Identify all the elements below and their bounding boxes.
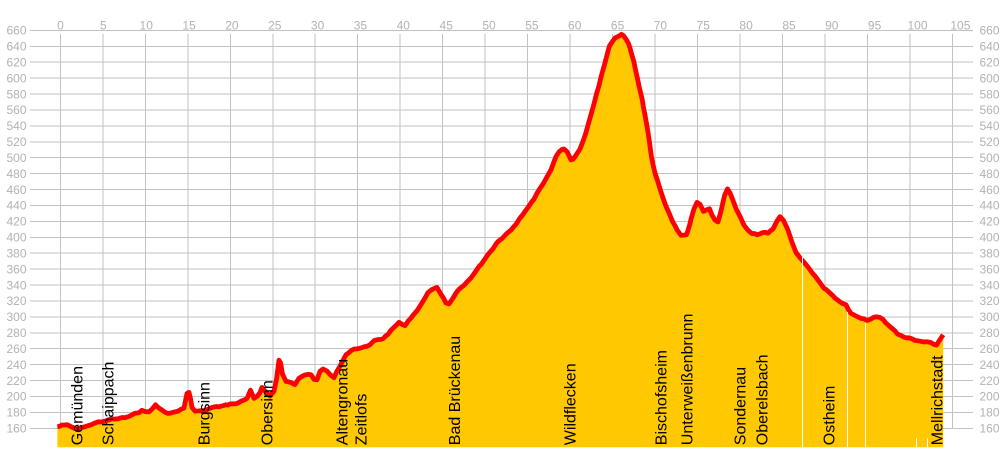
svg-text:280: 280 <box>6 326 26 340</box>
svg-text:460: 460 <box>6 183 26 197</box>
svg-text:Gemünden: Gemünden <box>70 366 87 445</box>
svg-text:220: 220 <box>980 374 1000 388</box>
svg-text:560: 560 <box>980 103 1000 117</box>
svg-text:420: 420 <box>6 215 26 229</box>
svg-text:600: 600 <box>980 71 1000 85</box>
svg-text:540: 540 <box>6 119 26 133</box>
svg-text:380: 380 <box>6 246 26 260</box>
svg-text:300: 300 <box>980 310 1000 324</box>
svg-text:95: 95 <box>868 19 882 33</box>
svg-text:240: 240 <box>980 358 1000 372</box>
svg-text:520: 520 <box>6 135 26 149</box>
svg-text:80: 80 <box>739 19 753 33</box>
svg-text:15: 15 <box>182 19 196 33</box>
svg-text:560: 560 <box>6 103 26 117</box>
svg-text:40: 40 <box>397 19 411 33</box>
svg-text:180: 180 <box>980 406 1000 420</box>
svg-text:600: 600 <box>6 71 26 85</box>
svg-text:90: 90 <box>825 19 839 33</box>
svg-text:Ostheim: Ostheim <box>822 386 839 446</box>
svg-text:460: 460 <box>980 183 1000 197</box>
svg-text:580: 580 <box>6 87 26 101</box>
svg-text:0: 0 <box>57 19 64 33</box>
svg-text:260: 260 <box>980 342 1000 356</box>
svg-text:Mellrichstadt: Mellrichstadt <box>929 355 946 445</box>
svg-text:Unterweißenbrunn: Unterweißenbrunn <box>680 314 697 446</box>
svg-text:200: 200 <box>980 390 1000 404</box>
svg-text:220: 220 <box>6 374 26 388</box>
svg-text:500: 500 <box>980 151 1000 165</box>
svg-text:60: 60 <box>568 19 582 33</box>
svg-text:620: 620 <box>6 55 26 69</box>
svg-text:70: 70 <box>654 19 668 33</box>
svg-text:480: 480 <box>980 167 1000 181</box>
svg-text:300: 300 <box>6 310 26 324</box>
svg-text:420: 420 <box>980 215 1000 229</box>
svg-text:Altengronau: Altengronau <box>335 359 352 445</box>
svg-text:340: 340 <box>980 278 1000 292</box>
svg-text:160: 160 <box>6 422 26 436</box>
svg-text:580: 580 <box>980 87 1000 101</box>
svg-text:620: 620 <box>980 55 1000 69</box>
svg-text:400: 400 <box>980 231 1000 245</box>
svg-text:Obersinn: Obersinn <box>260 380 277 445</box>
svg-text:480: 480 <box>6 167 26 181</box>
svg-text:660: 660 <box>980 24 1000 38</box>
svg-text:45: 45 <box>440 19 454 33</box>
svg-text:320: 320 <box>980 294 1000 308</box>
svg-text:180: 180 <box>6 406 26 420</box>
svg-text:20: 20 <box>225 19 239 33</box>
svg-text:640: 640 <box>6 40 26 54</box>
svg-text:260: 260 <box>6 342 26 356</box>
svg-text:50: 50 <box>482 19 496 33</box>
svg-text:340: 340 <box>6 278 26 292</box>
svg-text:Sondernau: Sondernau <box>733 367 750 445</box>
svg-text:55: 55 <box>525 19 539 33</box>
svg-text:10: 10 <box>140 19 154 33</box>
svg-text:440: 440 <box>6 199 26 213</box>
svg-text:5: 5 <box>100 19 107 33</box>
svg-text:500: 500 <box>6 151 26 165</box>
svg-text:160: 160 <box>980 422 1000 436</box>
svg-text:35: 35 <box>354 19 368 33</box>
svg-text:200: 200 <box>6 390 26 404</box>
svg-text:30: 30 <box>311 19 325 33</box>
svg-text:380: 380 <box>980 246 1000 260</box>
svg-text:520: 520 <box>980 135 1000 149</box>
svg-text:85: 85 <box>782 19 796 33</box>
svg-text:Zeitlofs: Zeitlofs <box>354 394 371 446</box>
svg-text:75: 75 <box>697 19 711 33</box>
svg-text:320: 320 <box>6 294 26 308</box>
svg-text:240: 240 <box>6 358 26 372</box>
svg-text:Burgsinn: Burgsinn <box>197 382 214 445</box>
svg-text:280: 280 <box>980 326 1000 340</box>
svg-text:360: 360 <box>6 262 26 276</box>
svg-text:65: 65 <box>611 19 625 33</box>
svg-text:540: 540 <box>980 119 1000 133</box>
svg-text:440: 440 <box>980 199 1000 213</box>
svg-text:400: 400 <box>6 231 26 245</box>
svg-text:Wildflecken: Wildflecken <box>563 363 580 445</box>
svg-text:640: 640 <box>980 40 1000 54</box>
svg-text:Bischofsheim: Bischofsheim <box>654 350 671 445</box>
svg-text:Schaippach: Schaippach <box>101 362 118 446</box>
svg-text:660: 660 <box>6 24 26 38</box>
svg-text:100: 100 <box>907 19 927 33</box>
svg-text:360: 360 <box>980 262 1000 276</box>
svg-text:25: 25 <box>268 19 282 33</box>
svg-text:105: 105 <box>950 19 970 33</box>
svg-text:Oberelsbach: Oberelsbach <box>755 354 772 445</box>
svg-text:Bad Brückenau: Bad Brückenau <box>447 336 464 445</box>
